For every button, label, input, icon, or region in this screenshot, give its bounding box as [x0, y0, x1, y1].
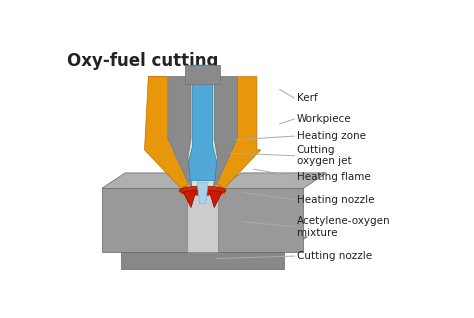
Text: Workpiece: Workpiece	[297, 114, 351, 124]
Text: Cutting
oxygen jet: Cutting oxygen jet	[297, 145, 351, 167]
Text: Heating zone: Heating zone	[297, 131, 365, 141]
Text: Heating nozzle: Heating nozzle	[297, 195, 374, 205]
Polygon shape	[197, 182, 208, 204]
Text: Kerf: Kerf	[297, 93, 318, 103]
Polygon shape	[187, 188, 218, 252]
Ellipse shape	[179, 186, 226, 195]
Polygon shape	[218, 173, 327, 188]
Polygon shape	[121, 237, 307, 252]
Polygon shape	[213, 77, 237, 186]
Polygon shape	[102, 188, 187, 252]
Polygon shape	[185, 65, 220, 84]
Polygon shape	[217, 77, 261, 188]
Text: Cutting nozzle: Cutting nozzle	[297, 251, 372, 261]
Polygon shape	[168, 77, 237, 190]
Polygon shape	[183, 190, 196, 208]
Polygon shape	[145, 77, 189, 188]
Text: Heating flame: Heating flame	[297, 171, 370, 182]
Polygon shape	[168, 77, 192, 186]
Polygon shape	[121, 252, 284, 269]
Polygon shape	[181, 184, 224, 195]
Polygon shape	[148, 77, 191, 188]
Polygon shape	[189, 65, 217, 181]
Text: Oxy-fuel cutting: Oxy-fuel cutting	[67, 52, 219, 70]
Polygon shape	[218, 188, 303, 252]
Polygon shape	[102, 173, 210, 188]
Polygon shape	[209, 190, 222, 208]
Text: Acetylene-oxygen
mixture: Acetylene-oxygen mixture	[297, 216, 390, 238]
